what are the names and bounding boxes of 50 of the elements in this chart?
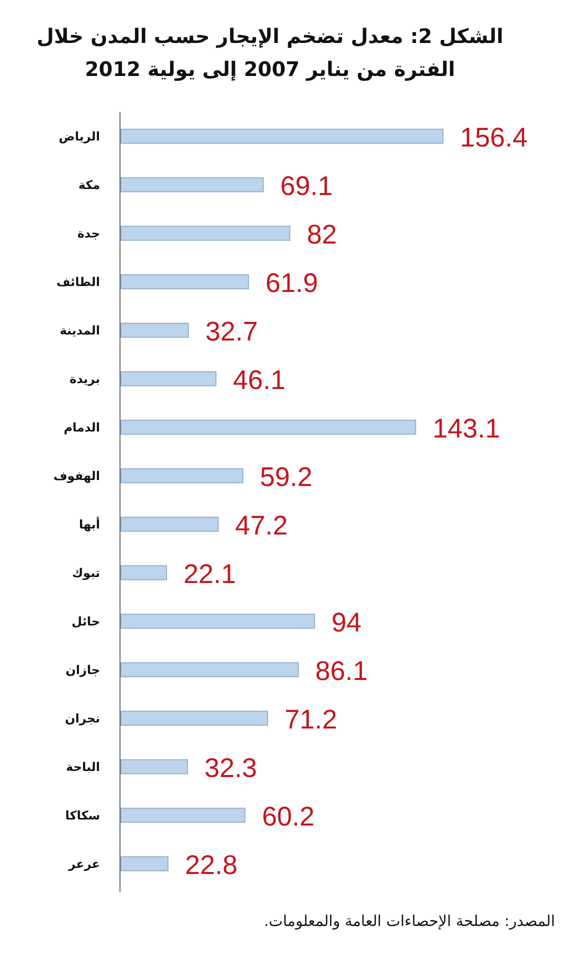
y-tick-label: عرعر <box>68 856 100 871</box>
bar <box>120 710 268 726</box>
bar <box>120 226 290 241</box>
y-tick-label: الدمام <box>64 420 100 434</box>
data-label: 47.2 <box>235 510 288 540</box>
bar <box>120 128 444 144</box>
bar <box>120 808 246 823</box>
y-tick-label: بريدة <box>70 372 100 386</box>
data-label: 59.2 <box>260 462 312 492</box>
chart-title: الشكل 2: معدل تضخم الإيجار حسب المدن خلال الفترة من يناير 2007 إلى يولية 2012 <box>36 23 504 83</box>
bar <box>120 274 249 290</box>
y-tick-label: المدينة <box>60 323 100 338</box>
bar <box>120 420 416 435</box>
data-label: 22.8 <box>184 850 238 880</box>
bar <box>120 177 264 192</box>
y-tick-label: الباحة <box>66 760 100 774</box>
y-tick-label: جازان <box>66 662 100 677</box>
data-label: 71.2 <box>284 704 338 734</box>
bar <box>120 759 188 774</box>
y-tick-label: الطائف <box>56 274 100 289</box>
data-label: 143.1 <box>432 413 500 444</box>
data-label: 32.7 <box>205 316 258 346</box>
bar <box>120 856 168 872</box>
y-tick-label: حائل <box>72 614 100 628</box>
data-label: 32.3 <box>204 752 258 783</box>
y-tick-label: أبها <box>78 516 100 532</box>
data-label: 94 <box>332 607 362 638</box>
y-tick-label: تبوك <box>72 566 100 580</box>
bar <box>120 614 316 629</box>
data-label: 46.1 <box>232 364 286 395</box>
data-label: 86.1 <box>315 656 368 686</box>
data-label: 82 <box>306 219 337 250</box>
text: المصدر: مصلحة الإحصاءات العامة والمعلومات. <box>262 912 555 930</box>
data-label: 156.4 <box>460 122 528 152</box>
data-label: 69.1 <box>280 170 333 201</box>
bar <box>120 322 189 338</box>
data-label: 22.1 <box>184 558 236 589</box>
y-tick-label: سكاكا <box>65 808 100 822</box>
data-label: 61.9 <box>265 268 318 298</box>
y-tick-label: مكة <box>78 178 100 192</box>
y-tick-label: الهفوف <box>53 468 100 483</box>
bar <box>120 662 299 678</box>
y-tick-label: جدة <box>77 226 100 240</box>
bar <box>120 468 244 484</box>
y-tick-label: نجران <box>65 711 100 726</box>
bar <box>120 565 167 580</box>
data-label: 60.2 <box>262 801 315 832</box>
y-tick-label: الرياض <box>58 129 100 144</box>
bar <box>120 516 219 532</box>
bar <box>120 371 216 386</box>
